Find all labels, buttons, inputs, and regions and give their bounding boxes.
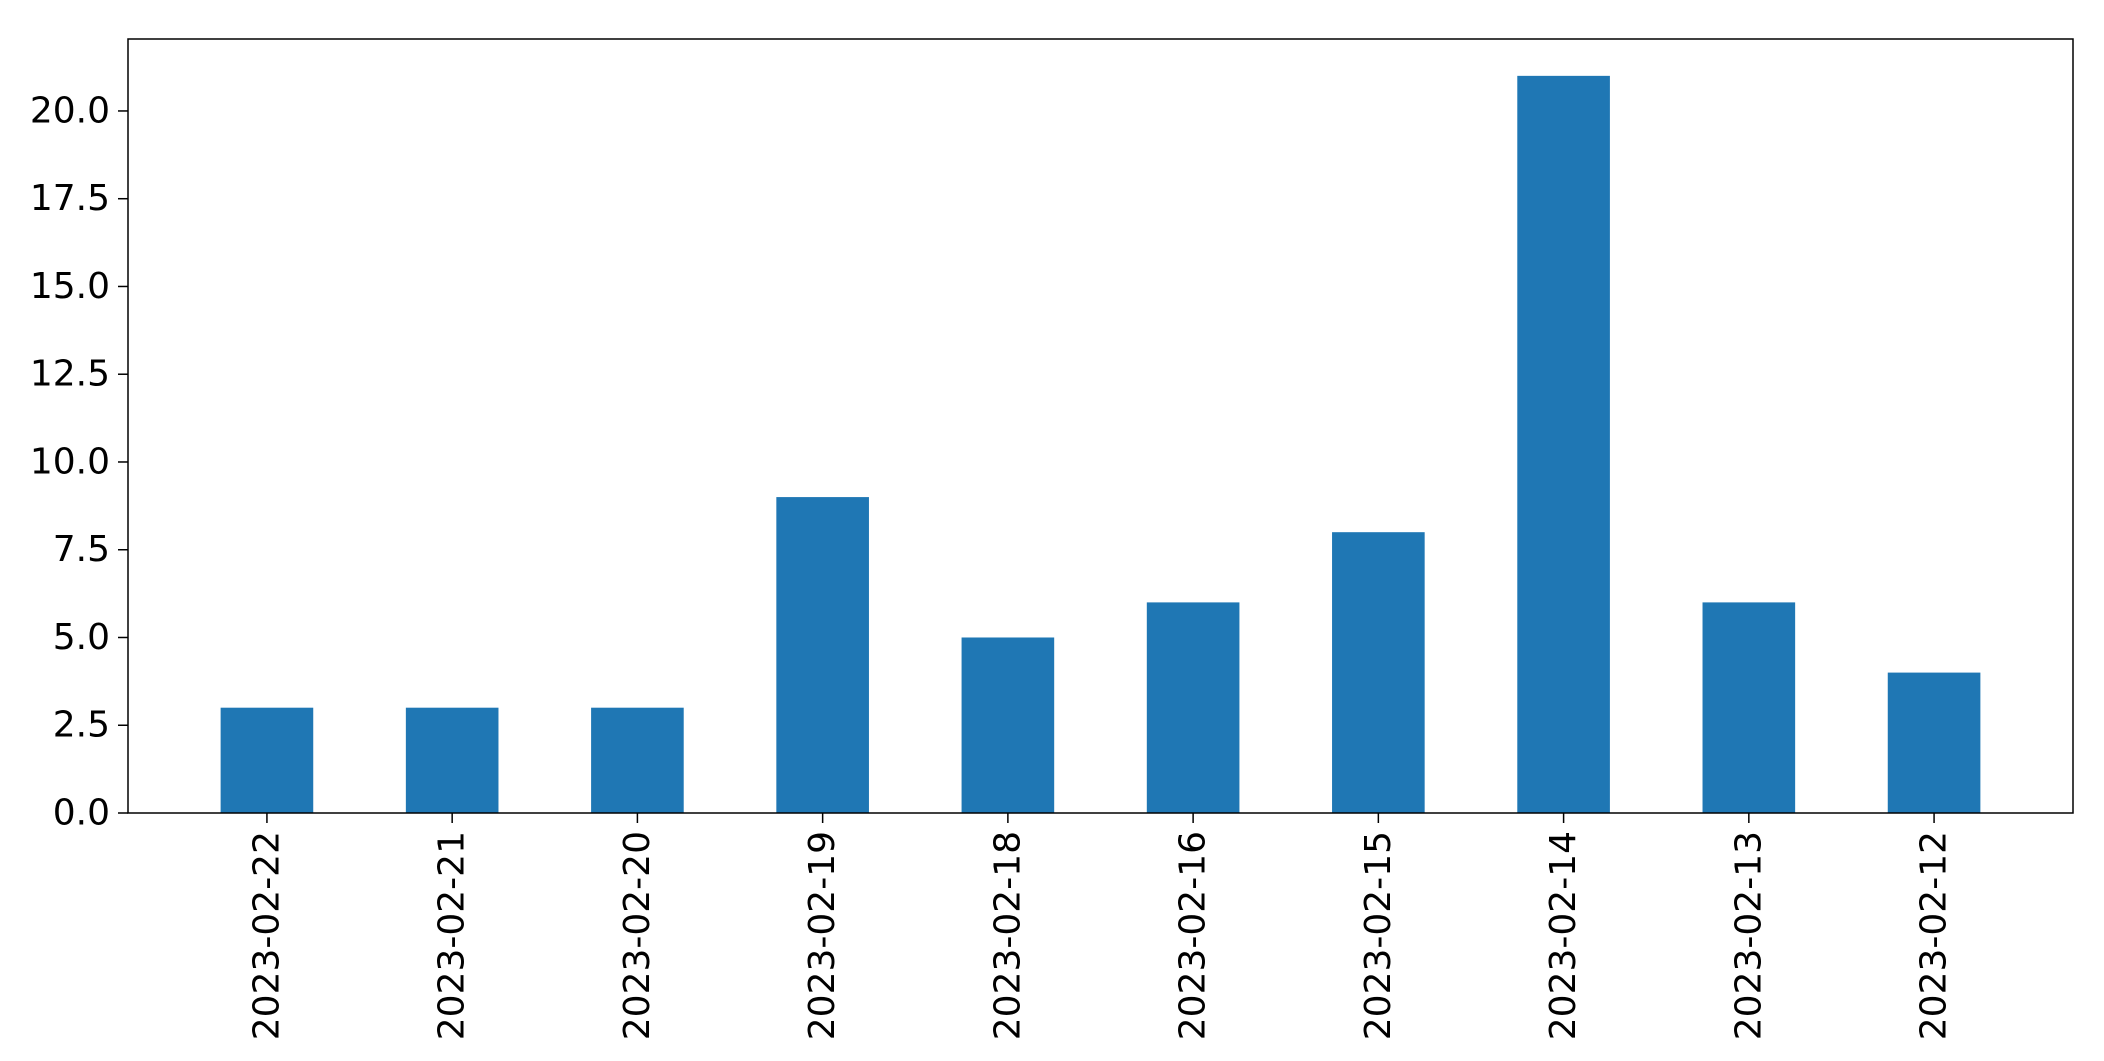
x-tick-label: 2023-02-22 [246,831,287,1040]
x-tick-label: 2023-02-18 [987,831,1028,1040]
y-tick-label: 17.5 [30,178,110,219]
bar-2023-02-22 [220,707,314,813]
y-tick-label: 5.0 [53,617,110,658]
bars-group [220,75,1981,814]
x-tick-label: 2023-02-16 [1173,831,1214,1040]
x-tick-label: 2023-02-14 [1543,831,1584,1040]
x-tick-label: 2023-02-12 [1914,831,1955,1040]
bar-2023-02-21 [405,707,499,813]
bar-2023-02-13 [1702,602,1796,813]
x-tick-label: 2023-02-15 [1358,831,1399,1040]
y-tick-label: 12.5 [30,354,110,395]
x-tick-label: 2023-02-13 [1728,831,1769,1040]
bar-2023-02-14 [1517,75,1610,814]
y-tick-label: 10.0 [30,441,110,482]
x-tick-label: 2023-02-20 [617,831,658,1040]
bar-2023-02-16 [1146,602,1240,813]
y-tick-label: 0.0 [53,793,110,834]
y-tick-label: 20.0 [30,90,110,131]
y-tick-label: 15.0 [30,266,110,307]
y-axis: 0.0 2.5 5.0 7.5 10.0 12.5 15.0 17.5 20.0 [30,90,128,834]
y-tick-label: 7.5 [53,529,110,570]
x-tick-label: 2023-02-21 [432,831,473,1040]
bar-2023-02-18 [961,637,1055,813]
bar-2023-02-20 [591,707,684,813]
bar-2023-02-12 [1887,672,1981,813]
plot-area-frame [127,38,2074,814]
y-tick-label: 2.5 [53,705,110,746]
x-axis: 2023-02-22 2023-02-21 2023-02-20 2023-02-19… [246,813,1955,1040]
bar-2023-02-15 [1332,532,1425,813]
x-tick-label: 2023-02-19 [802,831,843,1040]
bar-2023-02-19 [776,497,869,813]
